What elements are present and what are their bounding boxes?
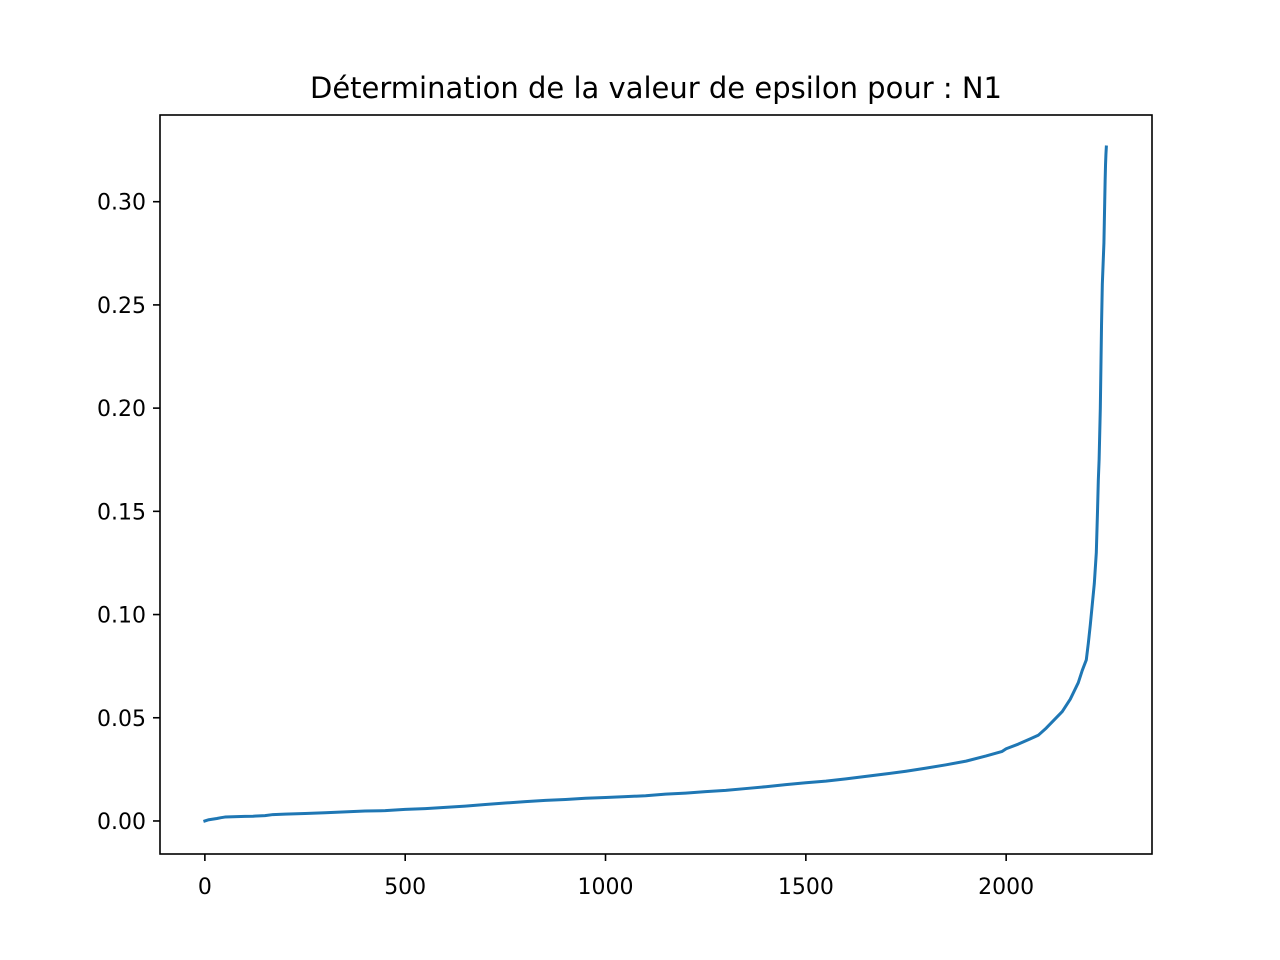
y-axis-ticks: 0.00 0.05 0.10 0.15 0.20 0.25 0.30 bbox=[97, 191, 160, 835]
plot-area-frame bbox=[159, 114, 1153, 855]
y-tick-label: 0.25 bbox=[97, 294, 146, 319]
x-tick-label: 1000 bbox=[578, 875, 634, 900]
y-tick-label: 0.10 bbox=[97, 604, 146, 629]
series-line bbox=[202, 145, 1108, 823]
series-group bbox=[202, 145, 1108, 823]
y-tick-label: 0.20 bbox=[97, 397, 146, 422]
x-tick-label: 2000 bbox=[978, 875, 1034, 900]
x-axis-ticks: 0 500 1000 1500 2000 bbox=[198, 854, 1034, 900]
x-tick-label: 0 bbox=[198, 875, 212, 900]
y-tick-label: 0.00 bbox=[97, 810, 146, 835]
x-tick-label: 1500 bbox=[778, 875, 834, 900]
chart-title: Détermination de la valeur de epsilon po… bbox=[310, 71, 1002, 105]
x-tick-label: 500 bbox=[384, 875, 426, 900]
y-tick-label: 0.30 bbox=[97, 191, 146, 216]
y-tick-label: 0.05 bbox=[97, 707, 146, 732]
y-tick-label: 0.15 bbox=[97, 500, 146, 525]
